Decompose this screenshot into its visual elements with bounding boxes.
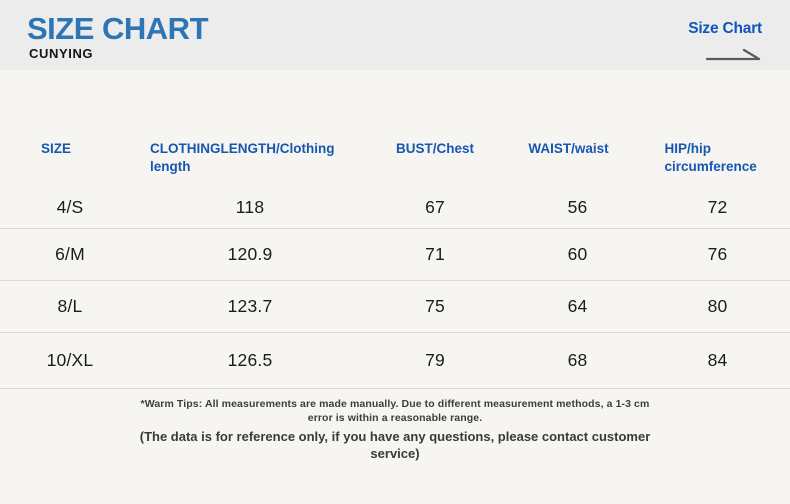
column-header-waist: WAIST/waist (528, 141, 609, 156)
size-table: SIZE CLOTHINGLENGTH/Clothing length BUST… (0, 140, 790, 389)
cell-bust: 67 (425, 196, 445, 217)
cell-size: 6/M (55, 244, 85, 264)
cell-clothing-length: 118 (235, 196, 265, 217)
column-header-size: SIZE (40, 141, 71, 156)
column-header-clothing-length: CLOTHINGLENGTH/Clothing length (150, 141, 335, 174)
table-row: 8/L 123.7 75 64 80 (0, 281, 790, 333)
cell-waist: 56 (567, 196, 588, 217)
column-header-bust: BUST/Chest (395, 141, 474, 156)
cell-bust: 71 (425, 244, 445, 264)
cell-waist: 64 (567, 296, 588, 316)
arrow-right-icon (706, 48, 761, 61)
brand-name: CUNYING (29, 46, 94, 61)
cell-size: 4/S (56, 196, 84, 217)
cell-clothing-length: 123.7 (227, 296, 273, 316)
page-header: SIZE CHART CUNYING Size Chart (0, 0, 790, 70)
column-header-hip-text: HIP/hip circumference (664, 141, 757, 174)
cell-size: 8/L (57, 296, 83, 316)
cell-waist: 60 (567, 244, 588, 264)
cell-hip: 84 (707, 350, 728, 370)
table-row: 10/XL 126.5 79 68 84 (0, 333, 790, 389)
size-table-header-row: SIZE CLOTHINGLENGTH/Clothing length BUST… (0, 140, 790, 186)
cell-bust: 79 (425, 350, 445, 370)
size-chart-link[interactable]: Size Chart (642, 20, 762, 61)
reference-note-line-1: (The data is for reference only, if you … (139, 429, 651, 444)
table-row: 6/M 120.9 71 60 76 (0, 229, 790, 281)
footer-notes: *Warm Tips: All measurements are made ma… (0, 398, 790, 462)
size-chart-link-label[interactable]: Size Chart (688, 20, 762, 37)
warm-tips-line-1: *Warm Tips: All measurements are made ma… (140, 398, 650, 410)
cell-clothing-length: 120.9 (227, 244, 273, 264)
column-header-hip: HIP/hip circumference (645, 140, 790, 175)
table-row: 4/S 118 67 56 72 (0, 186, 790, 229)
page-title: SIZE CHART (27, 11, 209, 46)
cell-clothing-length: 126.5 (227, 350, 273, 370)
cell-hip: 80 (707, 296, 728, 316)
cell-bust: 75 (425, 296, 445, 316)
cell-waist: 68 (567, 350, 588, 370)
cell-size: 10/XL (46, 350, 94, 370)
warm-tips-line-2: error is within a reasonable range. (307, 411, 483, 424)
reference-note-line-2: service) (370, 445, 420, 461)
cell-hip: 76 (707, 244, 728, 264)
cell-hip: 72 (707, 196, 728, 217)
